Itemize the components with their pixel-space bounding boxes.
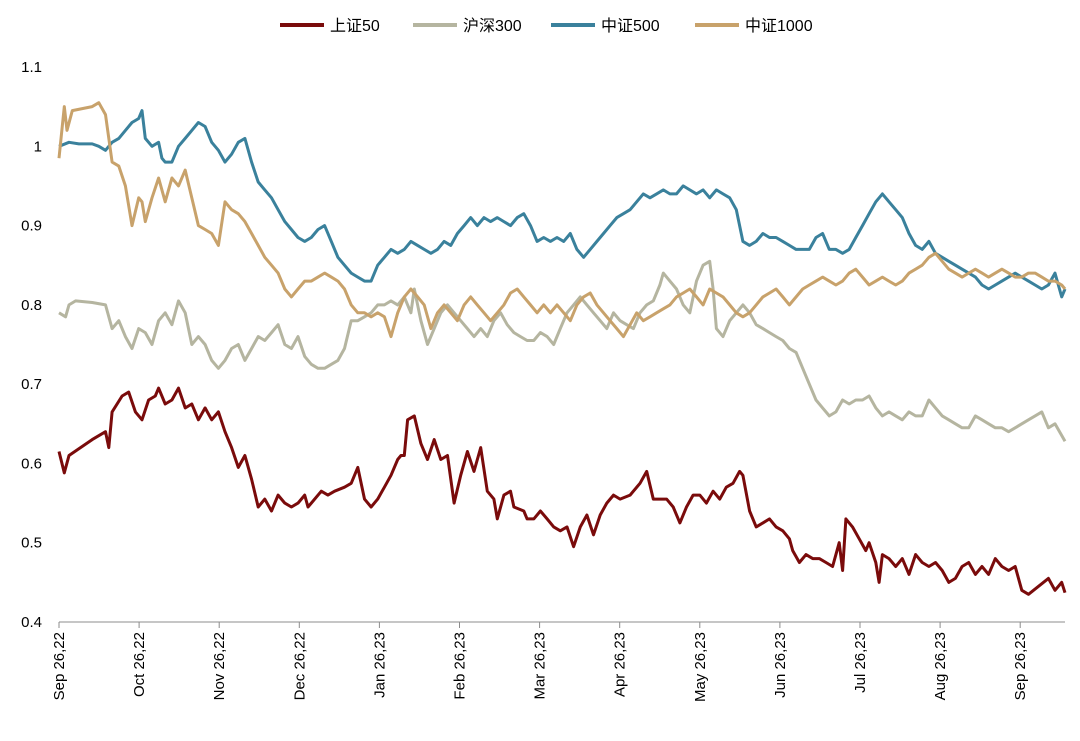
x-tick-label: Mar 26,23 xyxy=(532,632,549,700)
series-line-1 xyxy=(58,259,1067,442)
y-tick-label: 1 xyxy=(34,138,42,155)
x-tick-label: Jun 26,23 xyxy=(772,632,789,698)
x-tick-label: Oct 26,22 xyxy=(131,632,148,697)
series-line-0 xyxy=(57,386,1067,596)
y-tick-label: 0.8 xyxy=(21,297,42,314)
x-tick-label: Dec 26,22 xyxy=(291,632,308,700)
x-tick-label: Feb 26,23 xyxy=(452,632,469,700)
x-tick-label: Jul 26,23 xyxy=(852,632,869,693)
x-tick-label: Sep 26,22 xyxy=(51,632,68,700)
legend-label: 上证50 xyxy=(330,17,380,35)
y-axis: 0.4 0.5 0.6 0.7 0.8 0.9 1 1.1 xyxy=(21,59,42,631)
legend-item: 中证1000 xyxy=(695,17,813,35)
legend: 上证50 沪深300 中证500 中证1000 xyxy=(280,17,813,35)
y-tick-label: 0.6 xyxy=(21,455,42,472)
legend-item: 上证50 xyxy=(280,17,380,35)
x-tick-label: Sep 26,23 xyxy=(1012,632,1029,700)
legend-label: 沪深300 xyxy=(463,17,522,35)
x-tick-label: Aug 26,23 xyxy=(932,632,949,700)
series-line-3 xyxy=(57,101,1067,339)
legend-item: 沪深300 xyxy=(413,17,522,35)
x-tick-label: Jan 26,23 xyxy=(371,632,388,698)
y-tick-label: 0.7 xyxy=(21,376,42,393)
x-axis: Sep 26,22 Oct 26,22 Nov 26,22 Dec 26,22 Jan … xyxy=(51,621,1065,702)
y-tick-label: 0.5 xyxy=(21,535,42,552)
x-tick-label: Nov 26,22 xyxy=(211,632,228,700)
y-tick-label: 0.4 xyxy=(21,614,42,631)
x-tick-label: Apr 26,23 xyxy=(612,632,629,697)
plot-area xyxy=(57,101,1067,596)
legend-label: 中证500 xyxy=(601,17,660,35)
series-line-2 xyxy=(58,109,1067,299)
y-tick-label: 0.9 xyxy=(21,218,42,235)
legend-item: 中证500 xyxy=(551,17,660,35)
y-tick-label: 1.1 xyxy=(21,59,42,76)
legend-label: 中证1000 xyxy=(745,17,813,35)
x-tick-label: May 26,23 xyxy=(692,632,709,702)
